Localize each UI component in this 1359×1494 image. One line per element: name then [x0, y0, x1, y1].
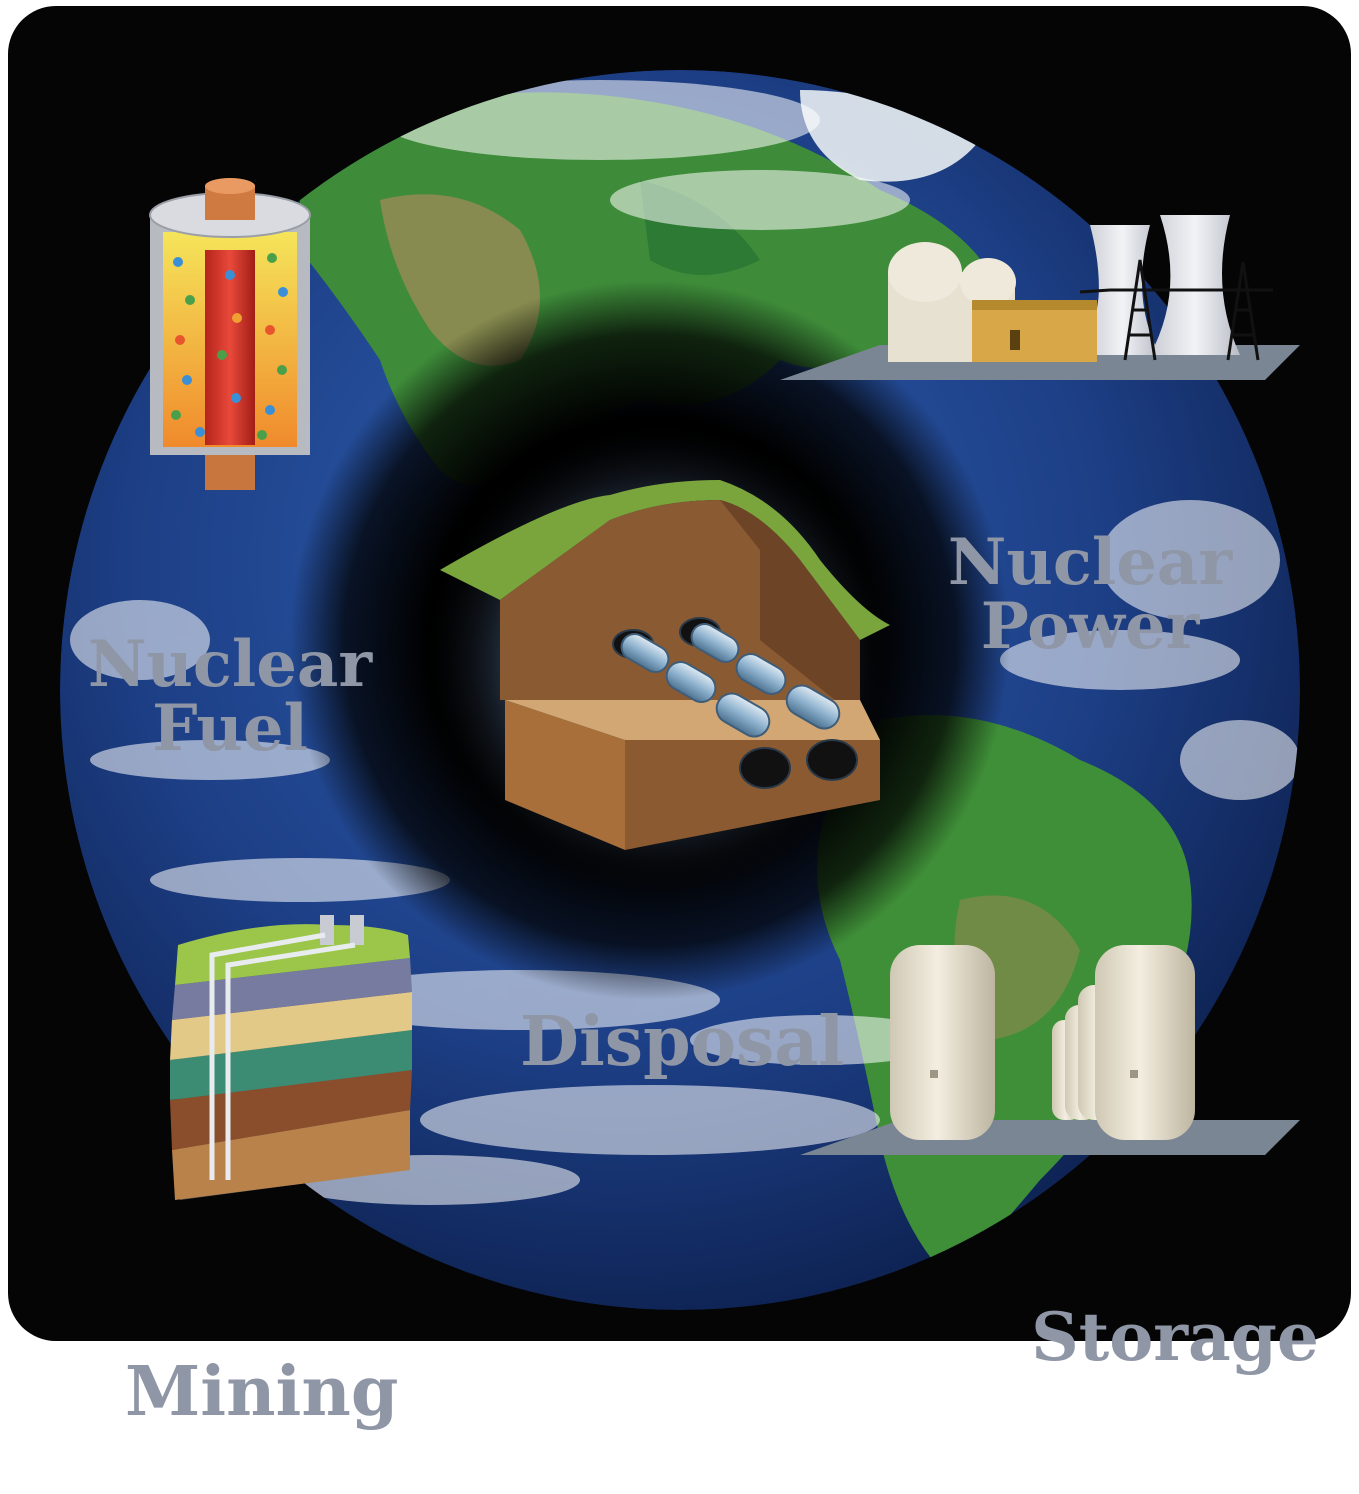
storage-casks-icon: [800, 945, 1300, 1155]
mining-strata-icon: [170, 915, 412, 1200]
nuclear-cycle-diagram: Nuclear Fuel Nuclear Power Disposal Mining…: [8, 6, 1351, 1426]
label-storage: Storage: [1031, 1298, 1319, 1376]
diagram-canvas: [8, 6, 1351, 1341]
nuclear-power-plant-icon: [780, 215, 1300, 380]
nuclear-fuel-canister-icon: [149, 178, 311, 490]
label-mining: Mining: [125, 1352, 399, 1432]
label-nuclear-fuel: Nuclear Fuel: [87, 627, 373, 766]
label-disposal: Disposal: [520, 1002, 845, 1082]
label-nuclear-power: Nuclear Power: [947, 525, 1233, 664]
disposal-repository-icon: [440, 480, 890, 850]
